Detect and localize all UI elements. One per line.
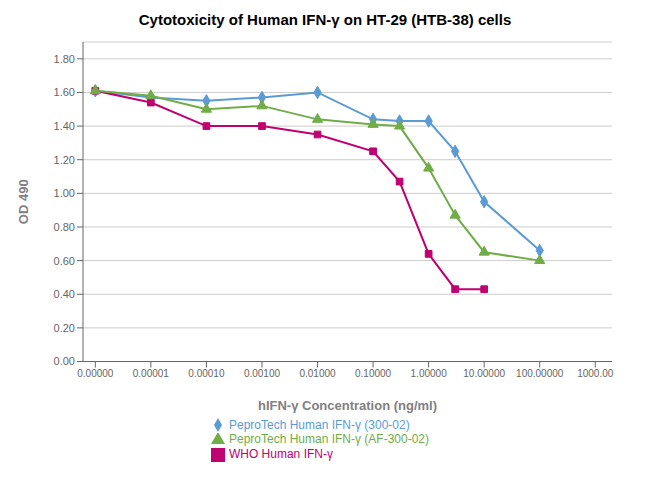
svg-text:hIFN-γ Concentration (ng/ml): hIFN-γ Concentration (ng/ml) (258, 398, 437, 413)
svg-text:0.01000: 0.01000 (299, 368, 336, 379)
html-text:PeproTech Human IFN-γ (300-02): PeproTech Human IFN-γ (300-02) (229, 417, 410, 432)
svg-text:OD 490: OD 490 (16, 179, 31, 224)
svg-text:0.00001: 0.00001 (133, 368, 170, 379)
svg-text:10.00000: 10.00000 (463, 368, 505, 379)
svg-text:1000.00: 1000.00 (577, 368, 614, 379)
svg-text:1.40: 1.40 (54, 120, 75, 132)
svg-text:1.00: 1.00 (54, 187, 75, 199)
svg-text:100.00000: 100.00000 (516, 368, 564, 379)
svg-text:0.00000: 0.00000 (77, 368, 114, 379)
html-text:Cytotoxicity of Human IFN-γ on: Cytotoxicity of Human IFN-γ on HT-29 (HT… (138, 11, 512, 28)
svg-text:0.00010: 0.00010 (188, 368, 225, 379)
svg-text:1.80: 1.80 (54, 53, 75, 65)
html-text:WHO Human IFN-γ: WHO Human IFN-γ (229, 447, 333, 462)
svg-text:0.20: 0.20 (54, 322, 75, 334)
svg-text:1.20: 1.20 (54, 154, 75, 166)
svg-text:1.60: 1.60 (54, 86, 75, 98)
svg-text:0.80: 0.80 (54, 221, 75, 233)
svg-text:1.00000: 1.00000 (411, 368, 448, 379)
svg-text:0.00100: 0.00100 (244, 368, 281, 379)
svg-text:0.60: 0.60 (54, 255, 75, 267)
svg-text:0.40: 0.40 (54, 288, 75, 300)
svg-text:0.00: 0.00 (54, 355, 75, 367)
html-text:PeproTech Human IFN-γ (AF-300-: PeproTech Human IFN-γ (AF-300-02) (229, 432, 429, 447)
svg-text:0.10000: 0.10000 (355, 368, 392, 379)
